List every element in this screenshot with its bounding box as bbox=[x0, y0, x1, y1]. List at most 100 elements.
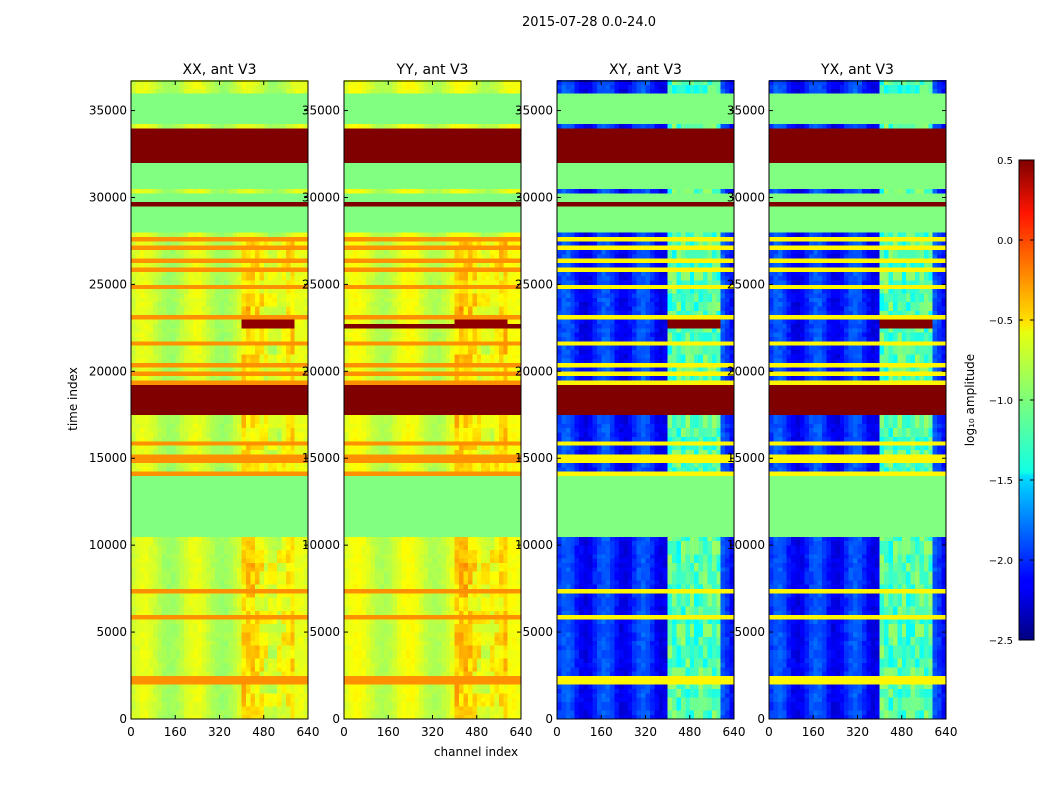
heatmap-cell bbox=[197, 571, 202, 576]
heatmap-cell bbox=[259, 384, 264, 389]
heatmap-cell bbox=[184, 610, 189, 615]
heatmap-cell bbox=[197, 480, 202, 485]
heatmap-cell bbox=[206, 580, 211, 585]
heatmap-cell bbox=[202, 415, 207, 420]
heatmap-cell bbox=[224, 684, 229, 689]
heatmap-cell bbox=[149, 645, 154, 650]
heatmap-cell bbox=[224, 445, 229, 450]
heatmap-cell bbox=[131, 693, 136, 698]
heatmap-cell bbox=[299, 337, 304, 342]
heatmap-cell bbox=[295, 432, 300, 437]
heatmap-cell bbox=[228, 515, 233, 520]
heatmap-cell bbox=[286, 641, 291, 646]
heatmap-cell bbox=[277, 545, 282, 550]
heatmap-cell bbox=[197, 337, 202, 342]
heatmap-cell bbox=[166, 584, 171, 589]
heatmap-cell bbox=[286, 619, 291, 624]
heatmap-cell bbox=[237, 684, 242, 689]
heatmap-cell bbox=[175, 693, 180, 698]
heatmap-cell bbox=[250, 654, 255, 659]
heatmap-cell bbox=[206, 458, 211, 463]
heatmap-cell bbox=[162, 480, 167, 485]
heatmap-cell bbox=[140, 454, 145, 459]
heatmap-cell bbox=[290, 341, 295, 346]
heatmap-cell bbox=[246, 523, 251, 528]
heatmap-cell bbox=[175, 484, 180, 489]
heatmap-cell bbox=[299, 641, 304, 646]
heatmap-cell bbox=[215, 610, 220, 615]
heatmap-cell bbox=[202, 454, 207, 459]
heatmap-cell bbox=[140, 589, 145, 594]
heatmap-cell bbox=[281, 671, 286, 676]
heatmap-cell bbox=[273, 515, 278, 520]
heatmap-cell bbox=[175, 541, 180, 546]
heatmap-cell bbox=[184, 480, 189, 485]
heatmap-cell bbox=[166, 563, 171, 568]
heatmap-cell bbox=[277, 437, 282, 442]
heatmap-cell bbox=[220, 671, 225, 676]
heatmap-cell bbox=[184, 545, 189, 550]
heatmap-cell bbox=[131, 697, 136, 702]
heatmap-cell bbox=[175, 415, 180, 420]
heatmap-cell bbox=[220, 619, 225, 624]
heatmap-cell bbox=[171, 623, 176, 628]
heatmap-cell bbox=[206, 636, 211, 641]
heatmap-cell bbox=[171, 545, 176, 550]
heatmap-cell bbox=[273, 367, 278, 372]
heatmap-cell bbox=[246, 710, 251, 715]
heatmap-cell bbox=[250, 636, 255, 641]
heatmap-cell bbox=[268, 441, 273, 446]
heatmap-cell bbox=[295, 689, 300, 694]
heatmap-cell bbox=[273, 510, 278, 515]
heatmap-cell bbox=[281, 571, 286, 576]
heatmap-cell bbox=[255, 519, 260, 524]
heatmap-cell bbox=[286, 649, 291, 654]
heatmap-cell bbox=[220, 580, 225, 585]
heatmap-cell bbox=[211, 576, 216, 581]
heatmap-cell bbox=[259, 645, 264, 650]
heatmap-cell bbox=[242, 606, 247, 611]
heatmap-cell bbox=[175, 376, 180, 381]
heatmap-cell bbox=[197, 393, 202, 398]
heatmap-cell bbox=[158, 428, 163, 433]
heatmap-cell bbox=[281, 445, 286, 450]
heatmap-cell bbox=[228, 667, 233, 672]
heatmap-cell bbox=[242, 580, 247, 585]
heatmap-cell bbox=[233, 663, 238, 668]
heatmap-cell bbox=[246, 384, 251, 389]
heatmap-cell bbox=[255, 419, 260, 424]
heatmap-cell bbox=[259, 680, 264, 685]
heatmap-cell bbox=[193, 584, 198, 589]
heatmap-cell bbox=[153, 393, 158, 398]
heatmap-cell bbox=[228, 589, 233, 594]
heatmap-cell bbox=[250, 510, 255, 515]
heatmap-cell bbox=[273, 645, 278, 650]
heatmap-cell bbox=[255, 654, 260, 659]
heatmap-cell bbox=[220, 376, 225, 381]
heatmap-cell bbox=[264, 510, 269, 515]
heatmap-cell bbox=[153, 476, 158, 481]
heatmap-cell bbox=[206, 510, 211, 515]
heatmap-cell bbox=[189, 554, 194, 559]
heatmap-cell bbox=[286, 680, 291, 685]
heatmap-cell bbox=[220, 423, 225, 428]
heatmap-cell bbox=[144, 636, 149, 641]
heatmap-cell bbox=[197, 689, 202, 694]
heatmap-cell bbox=[259, 437, 264, 442]
heatmap-cell bbox=[153, 467, 158, 472]
heatmap-cell bbox=[215, 680, 220, 685]
heatmap-cell bbox=[286, 354, 291, 359]
heatmap-cell bbox=[153, 636, 158, 641]
heatmap-cell bbox=[242, 341, 247, 346]
heatmap-cell bbox=[290, 536, 295, 541]
heatmap-cell bbox=[228, 658, 233, 663]
heatmap-cell bbox=[180, 480, 185, 485]
heatmap-cell bbox=[162, 454, 167, 459]
heatmap-cell bbox=[264, 576, 269, 581]
heatmap-cell bbox=[175, 384, 180, 389]
heatmap-cell bbox=[158, 636, 163, 641]
heatmap-cell bbox=[189, 467, 194, 472]
heatmap-cell bbox=[290, 484, 295, 489]
heatmap-cell bbox=[268, 371, 273, 376]
heatmap-cell bbox=[277, 406, 282, 411]
